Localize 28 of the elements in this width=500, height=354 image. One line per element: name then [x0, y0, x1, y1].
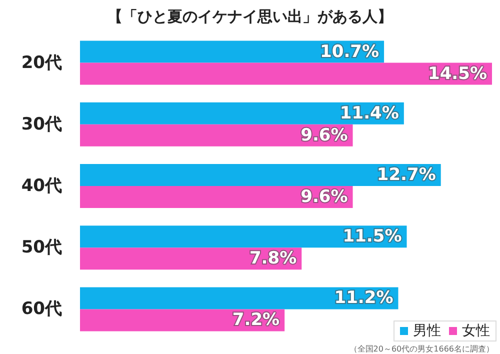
chart-title: 【「ひと夏のイケナイ思い出」がある人】	[108, 8, 392, 26]
y-tick-label: 20代	[21, 52, 62, 73]
y-tick-label: 40代	[21, 176, 62, 196]
bar	[80, 40, 384, 63]
data-label: 14.5%	[428, 64, 487, 84]
bar	[80, 186, 353, 208]
bar	[80, 62, 492, 85]
data-label: 7.2%	[232, 310, 280, 330]
data-label: 11.5%	[342, 226, 402, 247]
y-tick-label: 60代	[21, 299, 62, 320]
text: （全国20～60代の男女1666名に調査）	[349, 344, 494, 354]
data-label: 11.2%	[334, 288, 394, 308]
bar	[80, 164, 441, 186]
bar	[80, 124, 353, 146]
y-tick-label: 30代	[21, 114, 62, 134]
data-label: 12.7%	[376, 165, 436, 185]
bar	[80, 226, 407, 248]
y-tick-label: 50代	[21, 238, 62, 258]
data-label: 9.6%	[300, 187, 348, 207]
legend-label: 男性	[413, 323, 441, 339]
data-label: 7.8%	[249, 248, 297, 269]
data-label: 10.7%	[320, 42, 380, 62]
bar	[80, 287, 398, 310]
data-label: 11.4%	[340, 103, 399, 124]
bar	[80, 248, 302, 270]
legend-label: 女性	[462, 323, 490, 339]
data-label: 9.6%	[300, 125, 348, 146]
bar	[80, 102, 404, 124]
